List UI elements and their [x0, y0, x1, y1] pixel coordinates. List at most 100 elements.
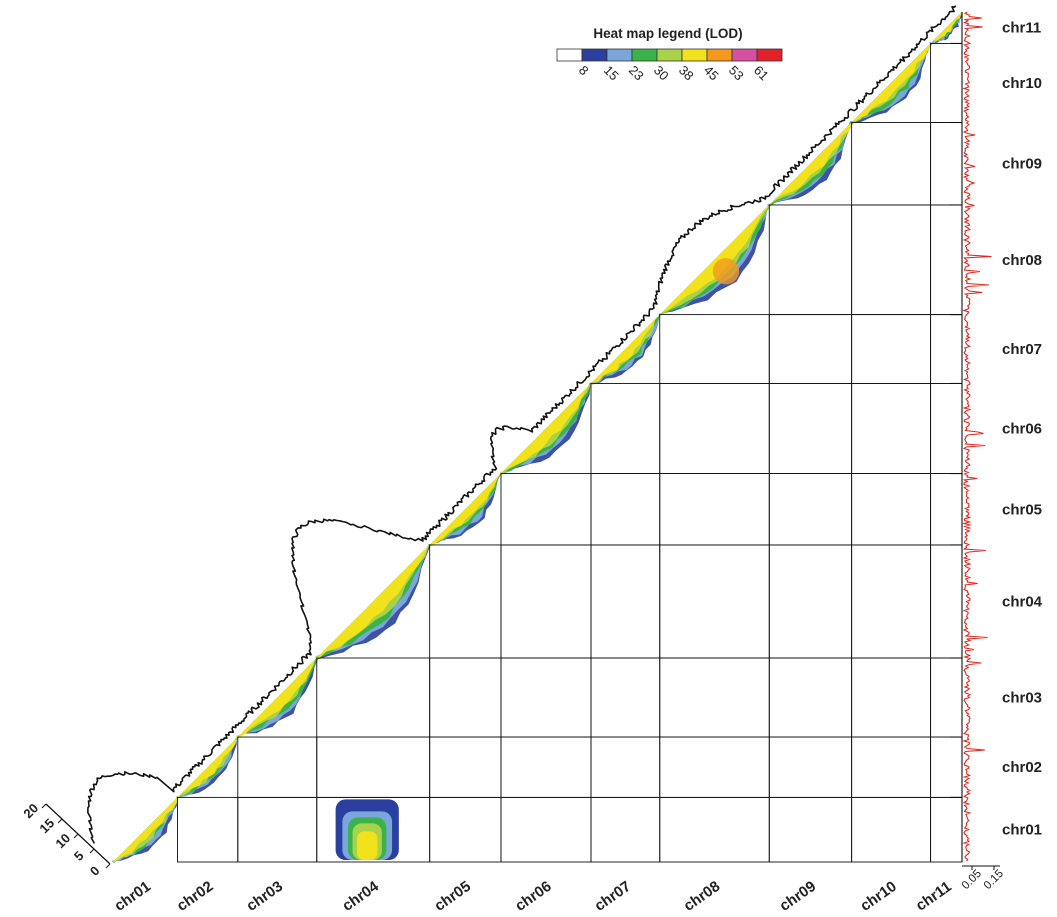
grid-cell — [316, 736, 431, 798]
grid-cell — [851, 736, 932, 798]
legend-tick-label: 15 — [601, 63, 622, 84]
y-chromosome-label: chr05 — [1002, 501, 1042, 518]
heat-band — [237, 656, 317, 738]
legend-ticks: 8 15 23 30 38 45 53 61 — [576, 63, 772, 84]
heat-band — [930, 11, 962, 44]
legend: Heat map legend (LOD) 8 15 23 30 38 45 53 61 — [556, 26, 783, 84]
grid-cell — [429, 544, 502, 659]
grid-cell — [429, 736, 502, 798]
y-chromosome-label: chr04 — [1002, 593, 1043, 610]
heat-block-chr09 — [768, 121, 853, 207]
grid-cell — [768, 314, 853, 384]
density-axis-tick-label: 0.05 — [960, 868, 984, 892]
legend-swatch — [756, 48, 783, 62]
grid-cell — [851, 383, 932, 475]
heat-band — [176, 736, 238, 798]
y-chromosome-label: chr08 — [1002, 252, 1042, 269]
grid-cell — [659, 383, 770, 475]
grid-cell — [500, 657, 592, 738]
heat-block-chr08 — [658, 203, 771, 316]
legend-swatch — [681, 48, 708, 62]
chromosome-grid — [177, 12, 963, 863]
legend-swatch — [731, 48, 758, 62]
grid-cell — [500, 796, 592, 863]
heat-block-chr02 — [176, 735, 239, 798]
heat-band — [236, 657, 317, 737]
grid-cell — [930, 796, 963, 863]
grid-cell — [851, 314, 932, 384]
profile-curve — [87, 5, 957, 844]
grid-cell — [590, 473, 661, 546]
grid-cell — [930, 122, 963, 206]
legend-swatch — [706, 48, 733, 62]
grid-cell — [590, 657, 661, 738]
x-chromosome-label: chr06 — [512, 878, 555, 915]
heat-band — [316, 544, 430, 660]
legend-swatch — [656, 48, 683, 62]
heat-band — [658, 203, 770, 315]
left-axis-tick — [89, 848, 95, 854]
grid-cell — [237, 796, 318, 863]
x-chromosome-label: chr07 — [592, 878, 635, 915]
grid-cell — [590, 796, 661, 863]
left-axis-tick — [57, 818, 63, 824]
heat-band — [429, 473, 501, 547]
legend-swatches — [556, 48, 783, 62]
x-chromosome-label: chr02 — [174, 878, 217, 915]
legend-tick-label: 38 — [676, 63, 697, 84]
y-chromosome-label: chr07 — [1002, 341, 1042, 358]
x-chromosome-label: chr09 — [777, 878, 820, 915]
grid-cell — [851, 544, 932, 659]
grid-cell — [930, 544, 963, 659]
grid-cell — [768, 473, 853, 546]
legend-swatch — [581, 48, 608, 62]
left-axis-tick — [105, 863, 111, 869]
y-chromosome-label: chr10 — [1002, 75, 1042, 92]
legend-tick-label: 8 — [576, 63, 592, 79]
density-line — [961, 11, 992, 862]
grid-cell — [659, 473, 770, 546]
legend-swatch — [556, 48, 583, 62]
grid-cell — [659, 796, 770, 863]
grid-cell — [768, 544, 853, 659]
heat-band — [851, 43, 932, 123]
grid-cell — [177, 796, 239, 863]
profile-line — [87, 5, 957, 844]
left-axis-tick-label: 10 — [52, 830, 73, 851]
heat-band — [315, 544, 430, 658]
density-axis-tick-label: 0.15 — [982, 868, 1006, 892]
x-chromosome-label: chr10 — [857, 878, 900, 915]
axes: chr01 chr01 chr02 chr02 chr03 chr03 chr04 chr04… — [20, 20, 1042, 915]
heat-band — [177, 735, 238, 798]
grid-cell — [500, 544, 592, 659]
grid-cell — [851, 122, 932, 206]
legend-swatch — [631, 48, 658, 62]
grid-cell — [500, 473, 592, 546]
legend-tick-label: 61 — [751, 63, 772, 84]
x-chromosome-label: chr01 — [111, 878, 154, 915]
y-chromosome-label: chr06 — [1002, 421, 1042, 438]
grid-cell — [590, 544, 661, 659]
grid-cell — [851, 473, 932, 546]
grid-cell — [429, 796, 502, 863]
y-chromosome-label: chr02 — [1002, 759, 1042, 776]
left-axis-tick-label: 20 — [20, 800, 41, 821]
grid-cell — [316, 657, 431, 738]
left-axis-tick — [73, 833, 79, 839]
heat-band — [113, 797, 179, 863]
legend-tick-label: 45 — [701, 63, 722, 84]
y-chromosome-label: chr09 — [1002, 156, 1042, 173]
grid-cell — [659, 544, 770, 659]
grid-cell — [930, 43, 963, 123]
grid-cell — [768, 796, 853, 863]
grid-cell — [659, 736, 770, 798]
heat-band — [589, 314, 660, 384]
grid-cell — [659, 314, 770, 384]
legend-swatch — [606, 48, 633, 62]
x-chromosome-label: chr08 — [681, 878, 724, 915]
heat-band — [658, 204, 770, 315]
grid-cell — [851, 204, 932, 316]
heat-block-chr05 — [428, 472, 502, 547]
left-axis-tick-label: 15 — [36, 815, 57, 836]
x-chromosome-label: chr04 — [339, 877, 382, 914]
